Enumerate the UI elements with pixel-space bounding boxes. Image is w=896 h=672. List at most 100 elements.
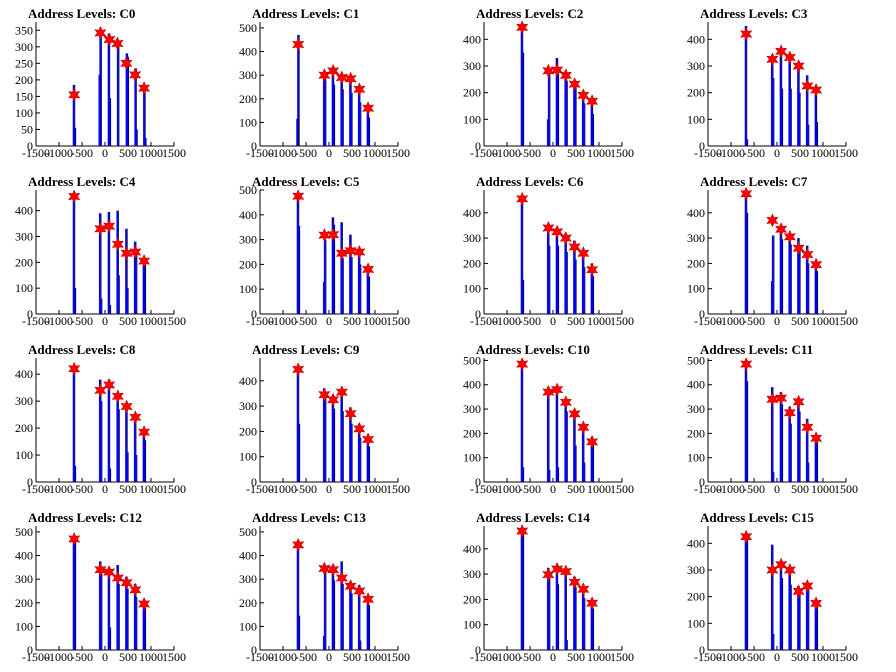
- x-tick-label: 1000: [139, 314, 163, 328]
- peak-marker: [353, 244, 366, 260]
- x-tick-label: 1000: [587, 314, 611, 328]
- peak-marker: [361, 592, 375, 607]
- bar: [341, 258, 344, 314]
- chart-title: Address Levels: C13: [252, 510, 366, 525]
- peak-marker: [326, 227, 340, 242]
- bar: [332, 84, 335, 146]
- y-tick-label: 500: [239, 525, 257, 539]
- chart-title: Address Levels: C5: [252, 174, 360, 189]
- y-tick-label: 100: [463, 451, 481, 465]
- y-tick-label: 0: [475, 643, 481, 657]
- bar: [350, 423, 353, 482]
- bar: [323, 567, 326, 650]
- chart-panel: Address Levels: C7 0 100 200 300 400 -1500-100…: [687, 174, 858, 328]
- y-tick-label: 200: [463, 426, 481, 440]
- bar: [789, 423, 792, 482]
- x-tick-label: 500: [119, 482, 137, 496]
- bar: [780, 239, 783, 314]
- x-tick-label: -500: [71, 146, 93, 160]
- x-tick-label: 0: [550, 146, 556, 160]
- bar: [798, 411, 801, 482]
- peak-marker: [102, 564, 116, 580]
- peak-marker: [792, 584, 805, 599]
- bar: [798, 250, 801, 314]
- bar: [99, 401, 102, 482]
- x-tick-label: 1500: [386, 146, 410, 160]
- bar: [125, 228, 128, 314]
- x-tick-label: -1500: [246, 314, 274, 328]
- x-tick-label: 0: [550, 314, 556, 328]
- peak-marker: [353, 82, 366, 97]
- peak-marker: [318, 561, 331, 576]
- y-tick-label: 0: [27, 643, 33, 657]
- bar: [116, 210, 119, 314]
- y-tick-label: 100: [687, 616, 705, 630]
- bar: [341, 89, 344, 146]
- peak-marker: [740, 186, 753, 201]
- bar: [107, 211, 110, 314]
- y-tick-label: 300: [239, 233, 257, 247]
- x-tick-label: -500: [743, 314, 765, 328]
- peak-marker: [111, 237, 125, 252]
- bar: [814, 86, 817, 146]
- y-tick-label: 100: [15, 448, 33, 462]
- peak-marker: [766, 52, 779, 67]
- bar: [134, 254, 137, 314]
- y-tick-label: 200: [15, 421, 33, 435]
- bar: [323, 78, 326, 146]
- y-tick-label: 300: [463, 567, 481, 581]
- bar: [771, 634, 774, 650]
- x-tick-label: -500: [743, 650, 765, 664]
- y-tick-label: 0: [27, 139, 33, 153]
- y-tick-label: 200: [239, 257, 257, 271]
- peak-marker: [783, 562, 797, 578]
- peak-marker: [344, 406, 357, 421]
- bar: [134, 68, 137, 146]
- peak-marker: [353, 583, 366, 599]
- y-tick-label: 300: [15, 230, 33, 244]
- x-tick-label: 1000: [363, 146, 387, 160]
- y-tick-label: 200: [15, 596, 33, 610]
- bar: [144, 137, 147, 146]
- peak-marker: [585, 596, 599, 611]
- bar: [350, 593, 353, 650]
- x-tick-label: 0: [102, 650, 108, 664]
- chart-title: Address Levels: C6: [476, 174, 584, 189]
- chart-title: Address Levels: C2: [476, 6, 583, 21]
- x-tick-label: 1500: [834, 482, 858, 496]
- x-tick-label: -1000: [269, 146, 297, 160]
- peak-marker: [326, 392, 340, 407]
- peak-marker: [128, 67, 142, 83]
- bar: [521, 467, 524, 482]
- peak-marker: [559, 68, 573, 83]
- y-tick-label: 0: [699, 643, 705, 657]
- chart-panel: Address Levels: C6 0 100 200 300 400 -1500-100…: [463, 174, 634, 328]
- y-tick-label: 100: [239, 115, 257, 129]
- peak-marker: [94, 383, 107, 398]
- peak-marker: [740, 529, 753, 544]
- x-tick-label: -1500: [22, 650, 50, 664]
- x-tick-label: -500: [295, 650, 317, 664]
- peak-marker: [792, 394, 805, 409]
- x-tick-label: -1000: [269, 314, 297, 328]
- chart-title: Address Levels: C4: [28, 174, 136, 189]
- chart-title: Address Levels: C0: [28, 6, 135, 21]
- x-tick-label: -500: [71, 482, 93, 496]
- y-tick-label: 300: [463, 402, 481, 416]
- bar: [358, 264, 361, 314]
- x-tick-label: -1500: [22, 146, 50, 160]
- y-tick-label: 300: [239, 68, 257, 82]
- bar: [789, 88, 792, 146]
- peak-marker: [801, 420, 814, 435]
- x-tick-label: 1000: [363, 314, 387, 328]
- bar: [547, 71, 550, 146]
- peak-marker: [361, 262, 375, 277]
- peak-marker: [542, 220, 555, 236]
- x-tick-label: 1000: [587, 146, 611, 160]
- peak-marker: [361, 101, 375, 116]
- bar: [745, 381, 748, 482]
- bar: [323, 239, 326, 314]
- bar: [72, 367, 75, 482]
- peak-marker: [318, 228, 331, 243]
- bar: [126, 288, 129, 314]
